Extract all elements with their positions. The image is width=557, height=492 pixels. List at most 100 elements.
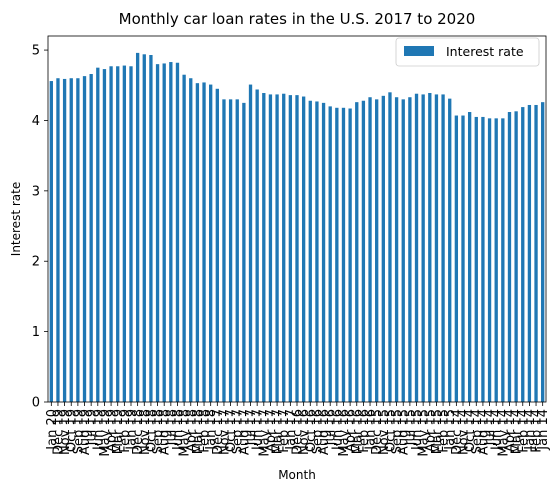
bar	[421, 94, 425, 403]
bar	[268, 94, 273, 403]
x-tick-label: Jun 14	[490, 409, 505, 451]
x-tick-label: Oct 16	[304, 409, 319, 452]
x-tick-label: Aug 19	[78, 409, 93, 455]
x-tick-label: Apr 19	[105, 409, 120, 452]
bar	[481, 116, 485, 402]
bar	[487, 118, 492, 402]
x-tick-label: Mar 14	[510, 409, 525, 454]
bar	[169, 62, 173, 402]
x-tick-label: Jul 19	[85, 409, 100, 446]
x-tick-label: Apr 14	[503, 409, 518, 452]
x-tick-label: Aug 15	[397, 409, 412, 455]
bar	[408, 97, 412, 402]
x-tick-label: May 17	[257, 409, 272, 457]
legend: Interest rate	[395, 37, 540, 67]
bar	[275, 94, 279, 403]
bar	[175, 62, 180, 402]
x-tick-label: Jul 17	[244, 409, 259, 446]
x-tick-label: Feb 19	[118, 409, 133, 453]
x-tick-label: Jan 14	[523, 409, 538, 451]
x-tick-label: Sep 19	[71, 409, 86, 454]
bar	[521, 107, 525, 402]
y-tick-label: 4	[32, 114, 40, 129]
legend-label: Interest rate	[446, 44, 524, 59]
bar	[527, 104, 532, 402]
bar	[341, 107, 346, 402]
x-tick-label: Nov 16	[297, 409, 312, 455]
x-tick-label: Nov 15	[377, 409, 392, 455]
legend-frame	[395, 37, 540, 67]
bar	[301, 96, 306, 402]
bar	[448, 98, 452, 402]
x-tick-label: Jan 16	[364, 409, 379, 451]
x-tick-label: Jan 14	[536, 409, 551, 451]
x-tick-label: Dec 17	[211, 409, 226, 455]
x-tick-label: Aug 18	[158, 409, 173, 455]
x-tick-label: Mar 15	[430, 409, 445, 454]
bar	[461, 115, 465, 402]
x-tick-label: Oct 19	[65, 409, 80, 452]
bar	[228, 99, 233, 402]
y-tick-label: 3	[32, 184, 40, 199]
bar	[149, 55, 153, 402]
bar	[69, 78, 73, 402]
x-tick-label: Mar 16	[350, 409, 365, 454]
x-tick-label: Dec 14	[450, 409, 465, 455]
x-tick-label: Feb 15	[437, 409, 452, 453]
bar	[541, 102, 545, 402]
bar	[494, 118, 498, 402]
x-tick-label: Dec 18	[131, 409, 146, 455]
bar	[315, 101, 319, 403]
bar	[82, 76, 87, 403]
bar	[474, 116, 478, 402]
y-tick-label: 0	[32, 396, 40, 411]
bar	[514, 111, 518, 402]
bar	[235, 99, 239, 402]
bar	[116, 66, 120, 403]
x-tick-label: Jul 16	[324, 409, 339, 446]
x-tick-label: Jun 16	[330, 409, 345, 451]
bar	[388, 92, 392, 402]
x-tick-label: Jun 17	[251, 409, 266, 451]
bar	[441, 94, 445, 403]
x-tick-label: Sep 15	[390, 409, 405, 454]
x-tick-label: Sep 18	[151, 409, 166, 454]
bar	[321, 102, 326, 403]
x-axis-title: Month	[278, 468, 316, 482]
bar	[507, 112, 512, 403]
legend-swatch	[404, 46, 434, 56]
bar	[109, 66, 113, 403]
bar	[135, 52, 140, 402]
x-tick-label: Jan 19	[125, 409, 140, 451]
x-tick-label: Jan 20	[45, 409, 60, 451]
bar	[202, 82, 206, 402]
x-tick-label: Aug 16	[317, 409, 332, 455]
x-tick-label: Jun 18	[171, 409, 186, 451]
x-tick-label: May 15	[417, 409, 432, 457]
x-tick-label: Sep 17	[231, 409, 246, 454]
bars-group	[49, 52, 545, 403]
x-tick-label: Jun 19	[91, 409, 106, 451]
x-tick-label: Jul 14	[483, 409, 498, 446]
bar	[142, 54, 146, 403]
bar	[428, 93, 432, 402]
x-tick-label: Jan 17	[284, 409, 299, 451]
bar	[262, 93, 266, 402]
bar	[368, 97, 372, 402]
bar	[467, 112, 472, 403]
bar	[288, 95, 293, 403]
bar	[348, 108, 352, 402]
bar	[62, 78, 67, 403]
x-tick-label: Apr 15	[423, 409, 438, 452]
bar	[434, 94, 439, 403]
bar	[361, 100, 366, 402]
x-tick-label: May 16	[337, 409, 352, 457]
bar	[534, 104, 538, 402]
x-tick-label: Mar 17	[271, 409, 286, 454]
bar	[454, 115, 459, 402]
bar	[102, 69, 107, 402]
chart-title: Monthly car loan rates in the U.S. 2017 …	[119, 10, 476, 28]
